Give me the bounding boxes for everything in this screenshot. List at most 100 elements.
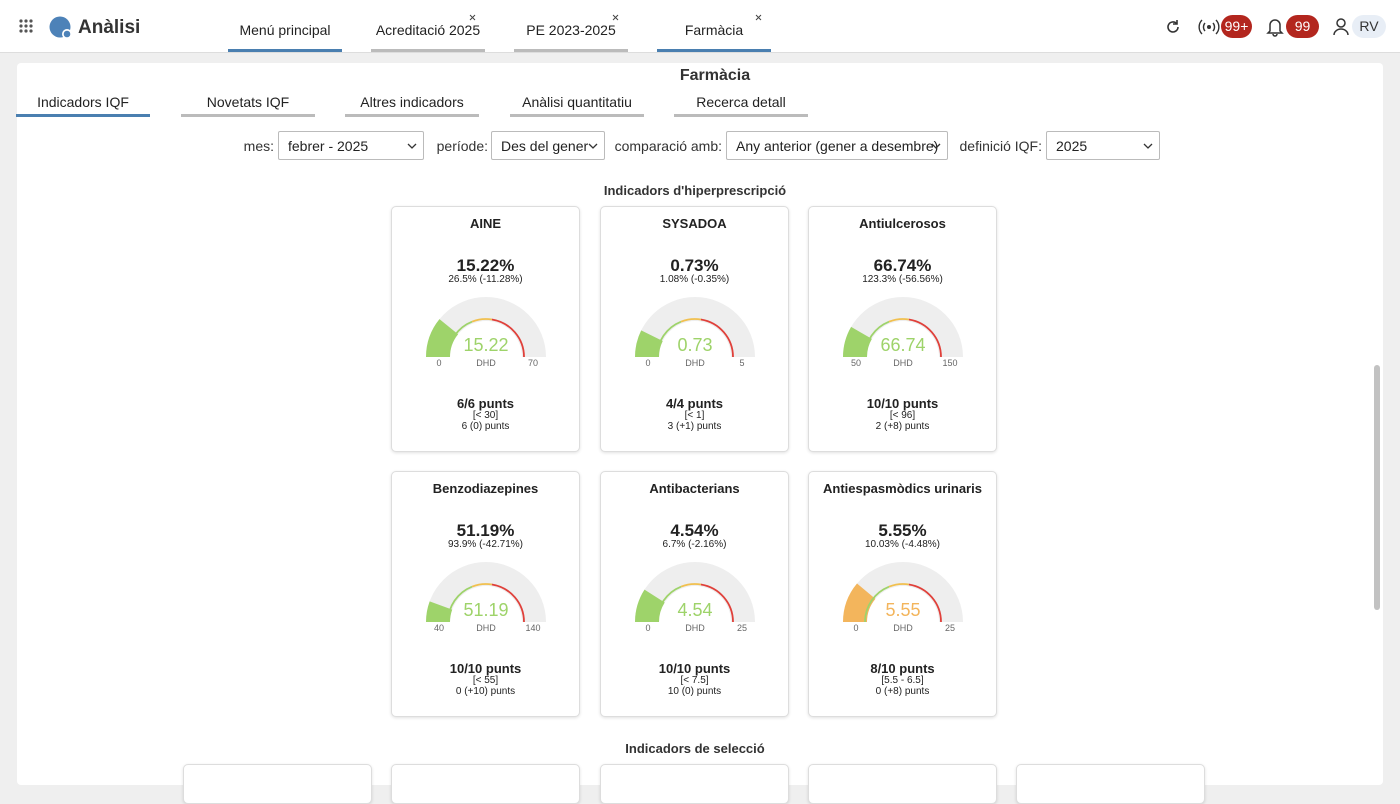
gauge: 15.22 DHD 0 70 <box>426 297 546 368</box>
subtab-underline <box>16 114 150 117</box>
card-detail: 0 (+10) punts <box>455 686 516 697</box>
subtab[interactable]: Altres indicadors <box>360 94 464 110</box>
bell-icon[interactable] <box>1266 17 1284 37</box>
card-title: AINE <box>469 216 502 231</box>
gauge: 66.74 DHD 50 150 <box>843 297 963 368</box>
card-value: 4.54% <box>670 521 719 540</box>
broadcast-icon[interactable] <box>1198 18 1220 36</box>
card-comparison: 6.7% (-2.16%) <box>662 539 727 550</box>
apps-icon[interactable] <box>19 19 35 35</box>
card-detail: 6 (0) punts <box>461 421 510 432</box>
filter-value: Des del gener <box>501 138 589 154</box>
card-range: [< 7.5] <box>680 675 709 686</box>
tab-underline <box>371 49 485 52</box>
gauge-min: 0 <box>645 358 650 368</box>
gauge-band <box>680 583 702 588</box>
user-initials[interactable]: RV <box>1352 15 1386 38</box>
subtab-underline <box>181 114 315 117</box>
filter-value: Any anterior (gener a desembre) <box>736 138 939 154</box>
gauge-band <box>864 585 890 623</box>
card <box>600 764 789 804</box>
card-points: 4/4 punts <box>665 396 724 411</box>
card: Benzodiazepines 51.19% 93.9% (-42.71%) 10/1… <box>391 471 580 717</box>
gauge-max: 5 <box>739 358 744 368</box>
badge: 99 <box>1286 15 1319 38</box>
subtab[interactable]: Novetats IQF <box>206 94 290 110</box>
gauge-background <box>426 297 546 357</box>
gauge-fill <box>635 330 663 357</box>
scrollbar[interactable] <box>1374 365 1380 610</box>
card-value: 0.73% <box>670 256 719 275</box>
card-title: SYSADOA <box>662 216 727 231</box>
gauge-unit: DHD <box>893 358 913 368</box>
filter-select[interactable]: febrer - 2025 <box>278 131 424 160</box>
gauge-max: 140 <box>525 623 540 633</box>
close-icon[interactable] <box>612 14 619 21</box>
close-icon[interactable] <box>755 14 762 21</box>
tab-underline <box>228 49 342 52</box>
card: Antibacterians 4.54% 6.7% (-2.16%) 10/10 pu… <box>600 471 789 717</box>
section-title: Indicadors de selecció <box>625 741 765 756</box>
user-icon[interactable] <box>1332 17 1350 36</box>
gauge-band <box>908 318 942 358</box>
card-value: 5.55% <box>878 521 927 540</box>
section-title: Indicadors d'hiperprescripció <box>603 183 787 198</box>
tab-underline <box>514 49 628 52</box>
gauge-min: 0 <box>853 623 858 633</box>
gauge: 51.19 DHD 40 140 <box>426 562 546 633</box>
tab[interactable]: Farmàcia <box>684 22 744 38</box>
subtab-underline <box>345 114 479 117</box>
card-title: Antibacterians <box>649 481 740 496</box>
subtab[interactable]: Indicadors IQF <box>37 94 129 110</box>
card-comparison: 26.5% (-11.28%) <box>448 274 523 285</box>
card-title: Antiespasmòdics urinaris <box>823 481 982 496</box>
gauge-max: 25 <box>945 623 955 633</box>
card-value: 51.19% <box>456 521 515 540</box>
filter-value: febrer - 2025 <box>288 138 369 154</box>
card <box>183 764 372 804</box>
card <box>808 764 997 804</box>
card: AINE 15.22% 26.5% (-11.28%) 6/6 punts [< 30]… <box>391 206 580 452</box>
gauge-min: 40 <box>434 623 444 633</box>
card: SYSADOA 0.73% 1.08% (-0.35%) 4/4 punts [< 1]… <box>600 206 789 452</box>
close-icon[interactable] <box>469 14 476 21</box>
subtab-underline <box>510 114 644 117</box>
card-comparison: 123.3% (-56.56%) <box>862 274 943 285</box>
gauge-background <box>426 562 546 622</box>
gauge-band <box>888 583 910 588</box>
filter-select[interactable]: Any anterior (gener a desembre) <box>726 131 948 160</box>
card-comparison: 1.08% (-0.35%) <box>659 274 730 285</box>
gauge-fill <box>843 326 872 357</box>
gauge-band <box>700 583 734 623</box>
card <box>391 764 580 804</box>
card-points: 10/10 punts <box>449 661 522 676</box>
gauge-background <box>635 297 755 357</box>
gauge-fill <box>843 583 876 622</box>
card-range: [< 96] <box>889 410 916 421</box>
subtab[interactable]: Anàlisi quantitatiu <box>522 94 632 110</box>
badge: 99+ <box>1221 15 1252 38</box>
tab[interactable]: Menú principal <box>239 22 331 38</box>
panel-title: Farmàcia <box>679 67 751 84</box>
tab[interactable]: Acreditació 2025 <box>375 22 481 38</box>
filter-select[interactable]: Des del gener <box>491 131 605 160</box>
card-range: [5.5 - 6.5] <box>881 675 924 686</box>
gauge: 4.54 DHD 0 25 <box>635 562 755 633</box>
card: Antiespasmòdics urinaris 5.55% 10.03% (-4.… <box>808 471 997 717</box>
gauge-unit: DHD <box>476 358 496 368</box>
subtab[interactable]: Recerca detall <box>696 94 786 110</box>
gauge-min: 50 <box>851 358 861 368</box>
filter-select[interactable]: 2025 <box>1046 131 1160 160</box>
gauge-max: 150 <box>942 358 957 368</box>
gauge-band <box>447 585 473 623</box>
tab[interactable]: PE 2023-2025 <box>526 22 616 38</box>
card-detail: 3 (+1) punts <box>667 421 722 432</box>
gauge-max: 25 <box>737 623 747 633</box>
filter-label: mes: <box>243 138 274 154</box>
gauge-value: 15.22 <box>463 335 508 355</box>
refresh-icon[interactable] <box>1164 18 1182 36</box>
gauge-band <box>656 585 682 623</box>
card <box>1016 764 1205 804</box>
gauge-background <box>635 562 755 622</box>
gauge: 5.55 DHD 0 25 <box>843 562 963 633</box>
